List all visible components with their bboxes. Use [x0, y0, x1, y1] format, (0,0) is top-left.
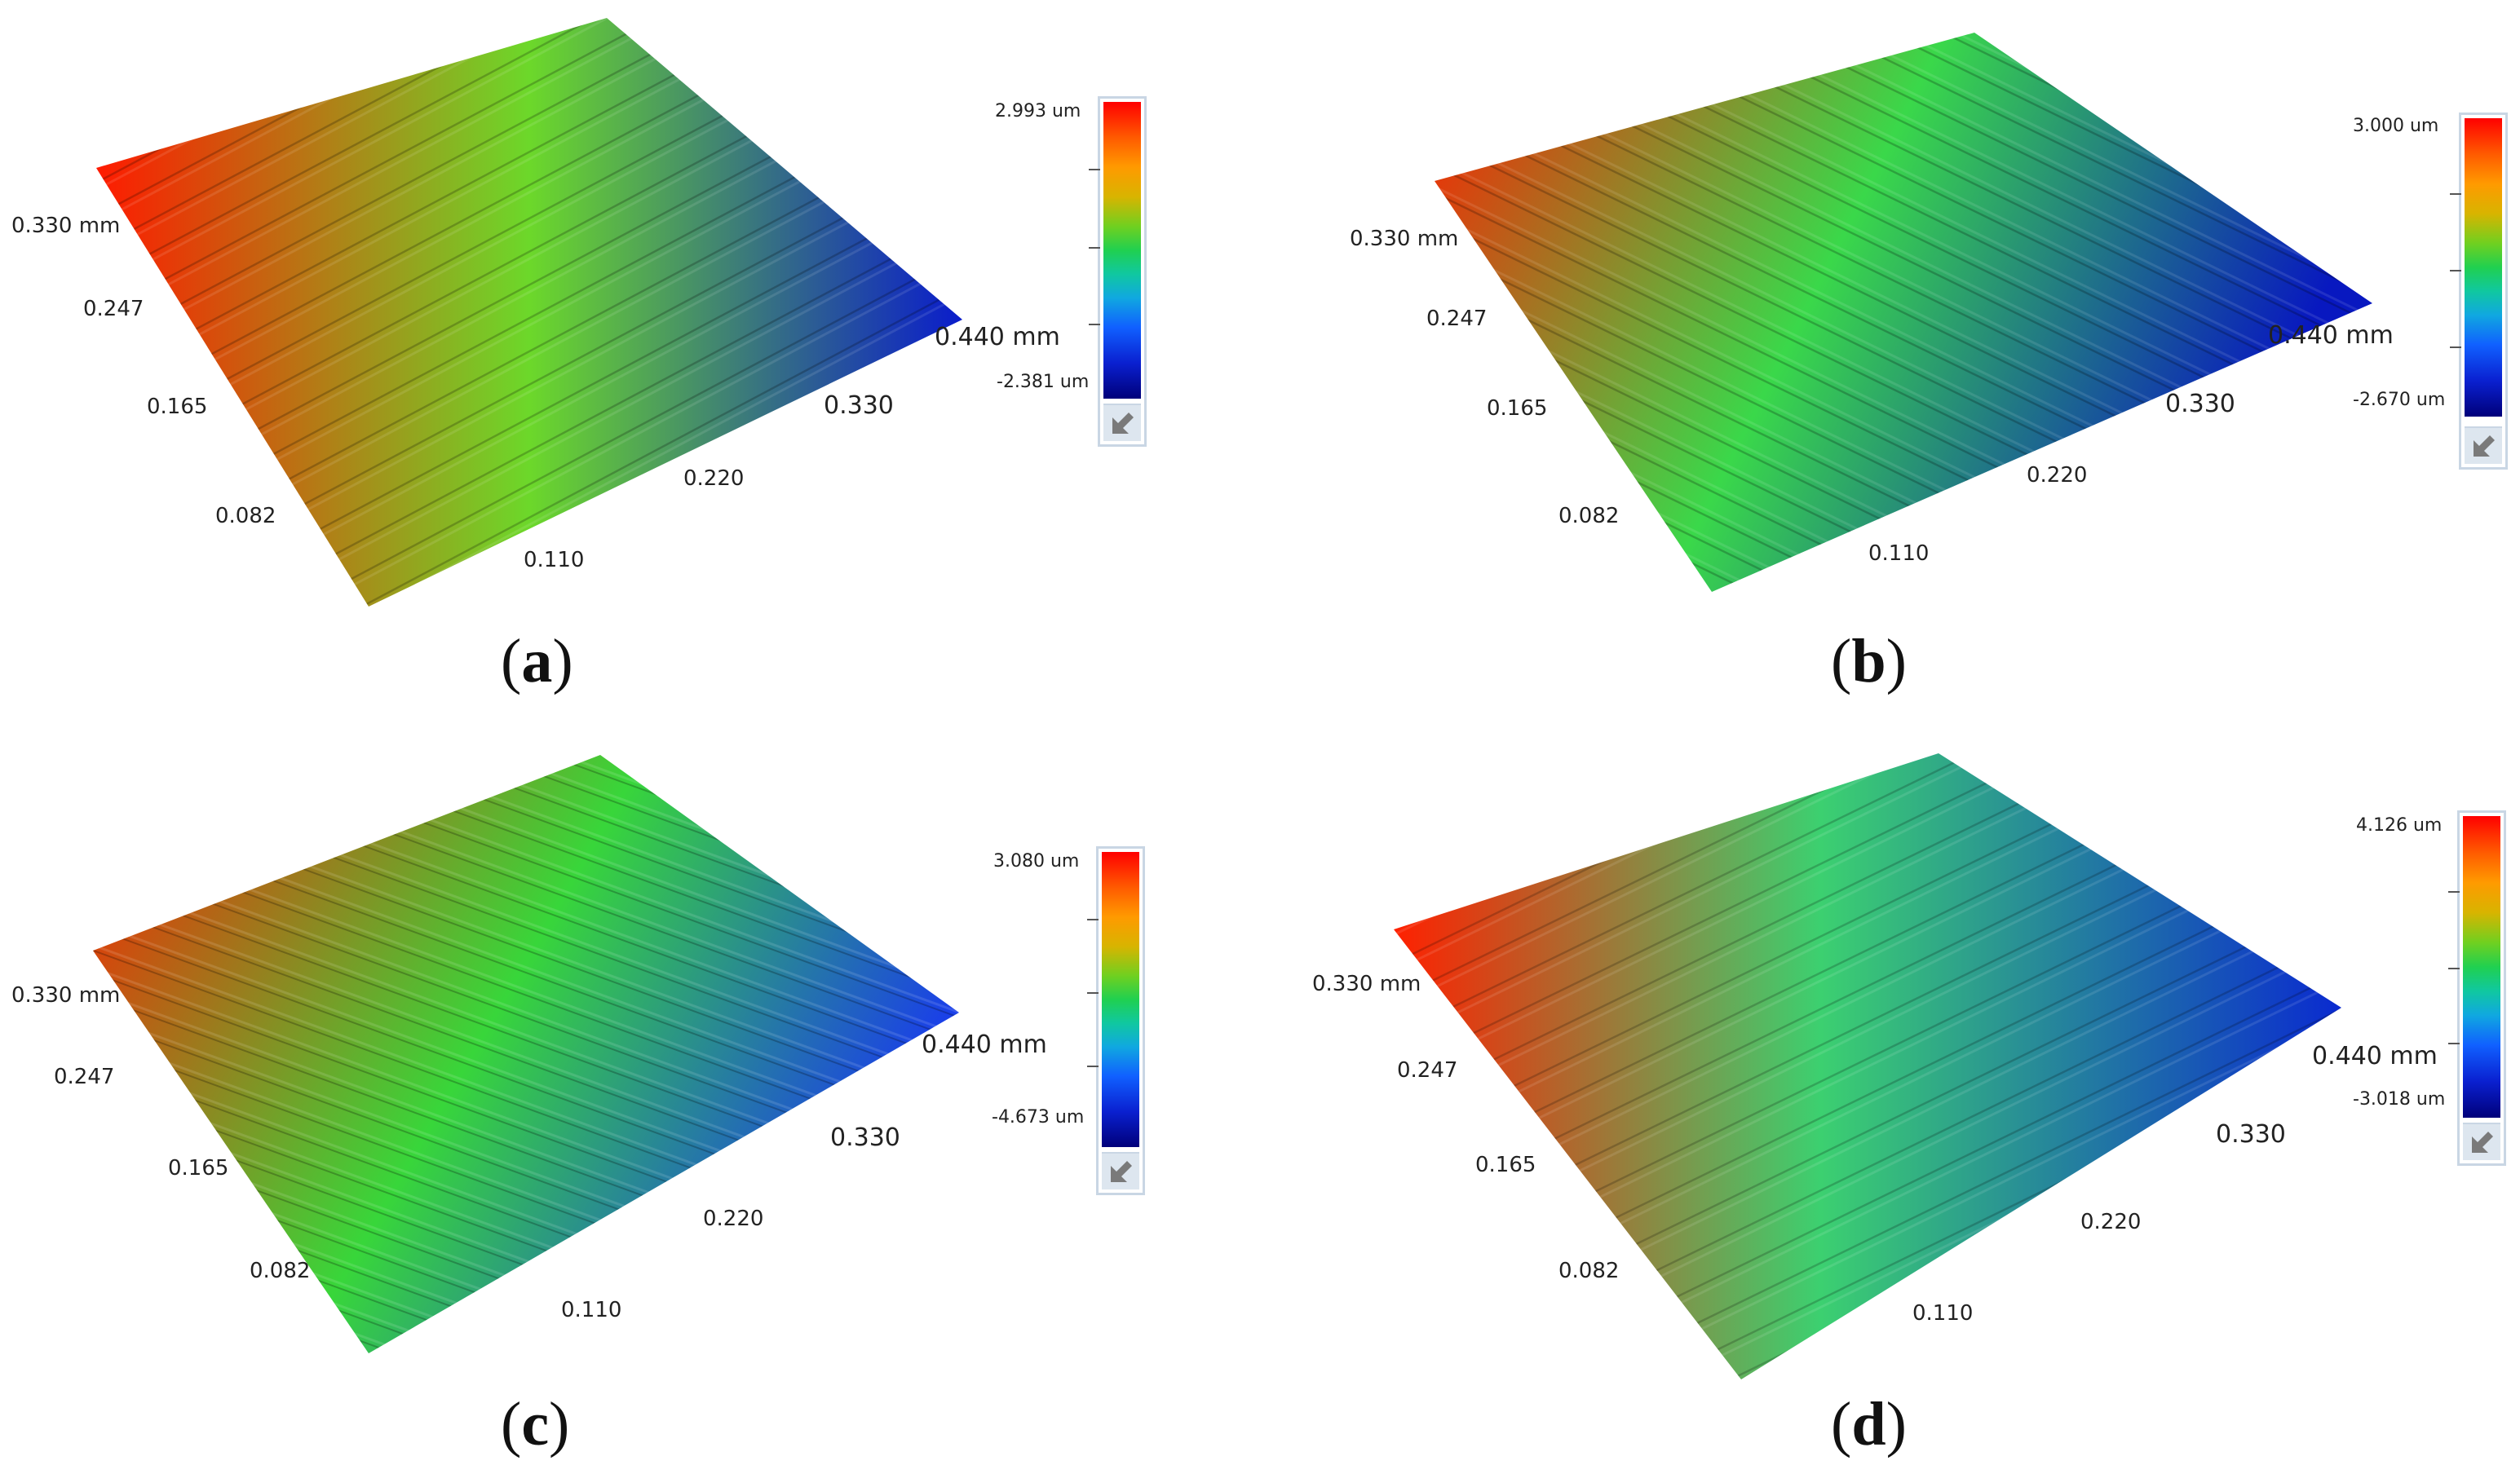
colorbar-expand-button[interactable] [2463, 1123, 2500, 1160]
axis-label-x-0330: 0.330 [830, 1123, 900, 1152]
axis-label-y-0247: 0.247 [54, 1065, 115, 1089]
axis-label-y-0165: 0.165 [1487, 396, 1548, 421]
colorbar-min-label: -2.381 um [997, 372, 1090, 392]
surface-plot [96, 18, 962, 607]
colorbar-expand-button[interactable] [1102, 1152, 1139, 1189]
colorbar-min-label: -3.018 um [2353, 1089, 2446, 1110]
axis-label-x-max: 0.440 mm [2268, 321, 2394, 350]
surface-ridges [93, 755, 959, 1353]
colorbar [2448, 810, 2506, 1166]
colorbar-gradient [2463, 816, 2500, 1118]
colorbar-max-label: 3.080 um [993, 851, 1080, 872]
surface-plot [93, 755, 959, 1353]
axis-label-y-max: 0.330 mm [11, 983, 121, 1008]
axis-label-x-max: 0.440 mm [935, 323, 1060, 351]
colorbar [1089, 96, 1147, 447]
panel-caption: (c) [501, 1390, 570, 1459]
surface-plot [1394, 753, 2341, 1379]
panel-caption: (d) [1831, 1390, 1907, 1459]
arrow-down-left-icon [2474, 435, 2495, 457]
axis-label-x-0110: 0.110 [524, 548, 585, 572]
axis-label-x-0330: 0.330 [824, 391, 894, 420]
colorbar-min-label: -2.670 um [2353, 390, 2446, 410]
colorbar-expand-button[interactable] [1103, 404, 1141, 441]
colorbar-gradient [1103, 102, 1141, 399]
panel-d: 0.330 mm 0.247 0.165 0.082 0.110 0.220 0… [1260, 737, 2520, 1474]
axis-label-y-0247: 0.247 [1426, 307, 1488, 331]
axis-label-x-0330: 0.330 [2165, 390, 2235, 418]
axis-label-y-0247: 0.247 [1397, 1058, 1458, 1083]
colorbar-max-label: 3.000 um [2353, 116, 2439, 136]
surface-ridges [1394, 753, 2341, 1379]
axis-label-x-0220: 0.220 [703, 1207, 764, 1231]
axis-label-y-max: 0.330 mm [11, 214, 121, 238]
axis-label-y-0082: 0.082 [1558, 504, 1620, 528]
axis-label-y-max: 0.330 mm [1312, 972, 1421, 996]
axis-label-x-0110: 0.110 [1912, 1301, 1974, 1326]
axis-label-y-0165: 0.165 [168, 1156, 229, 1181]
surface-ridges [96, 18, 962, 607]
axis-label-y-0082: 0.082 [250, 1259, 311, 1283]
colorbar-expand-button[interactable] [2465, 426, 2502, 464]
axis-label-x-0220: 0.220 [2080, 1210, 2142, 1234]
arrow-down-left-icon [2472, 1132, 2493, 1153]
colorbar-min-label: -4.673 um [992, 1107, 1085, 1128]
arrow-down-left-icon [1112, 413, 1134, 434]
axis-label-y-0247: 0.247 [83, 297, 144, 321]
colorbar-gradient [2465, 118, 2502, 417]
axis-label-y-0082: 0.082 [1558, 1259, 1620, 1283]
axis-label-x-0220: 0.220 [2027, 463, 2088, 488]
surface-plot [1435, 33, 2372, 592]
panel-c: 0.330 mm 0.247 0.165 0.082 0.110 0.220 0… [0, 737, 1260, 1474]
colorbar [2450, 113, 2508, 470]
colorbar-max-label: 2.993 um [995, 101, 1081, 121]
axis-label-x-0330: 0.330 [2216, 1120, 2286, 1149]
axis-label-x-0220: 0.220 [683, 466, 745, 491]
panel-caption: (a) [501, 627, 573, 695]
axis-label-y-0165: 0.165 [147, 395, 208, 419]
axis-label-y-max: 0.330 mm [1350, 227, 1459, 251]
colorbar-gradient [1102, 852, 1139, 1147]
colorbar-max-label: 4.126 um [2356, 815, 2443, 836]
panel-b: 0.330 mm 0.247 0.165 0.082 0.110 0.220 0… [1260, 0, 2520, 737]
axis-label-x-max: 0.440 mm [2312, 1042, 2438, 1070]
axis-label-x-0110: 0.110 [1868, 541, 1930, 566]
axis-label-y-0165: 0.165 [1475, 1153, 1536, 1177]
surface-ridges [1435, 33, 2372, 592]
panel-caption: (b) [1831, 627, 1907, 695]
colorbar [1087, 846, 1145, 1195]
axis-label-x-0110: 0.110 [561, 1298, 622, 1322]
axis-label-x-max: 0.440 mm [922, 1030, 1047, 1059]
axis-label-y-0082: 0.082 [215, 504, 276, 528]
arrow-down-left-icon [1111, 1161, 1132, 1182]
panel-a: 0.330 mm 0.247 0.165 0.082 0.110 0.220 0… [0, 0, 1260, 737]
